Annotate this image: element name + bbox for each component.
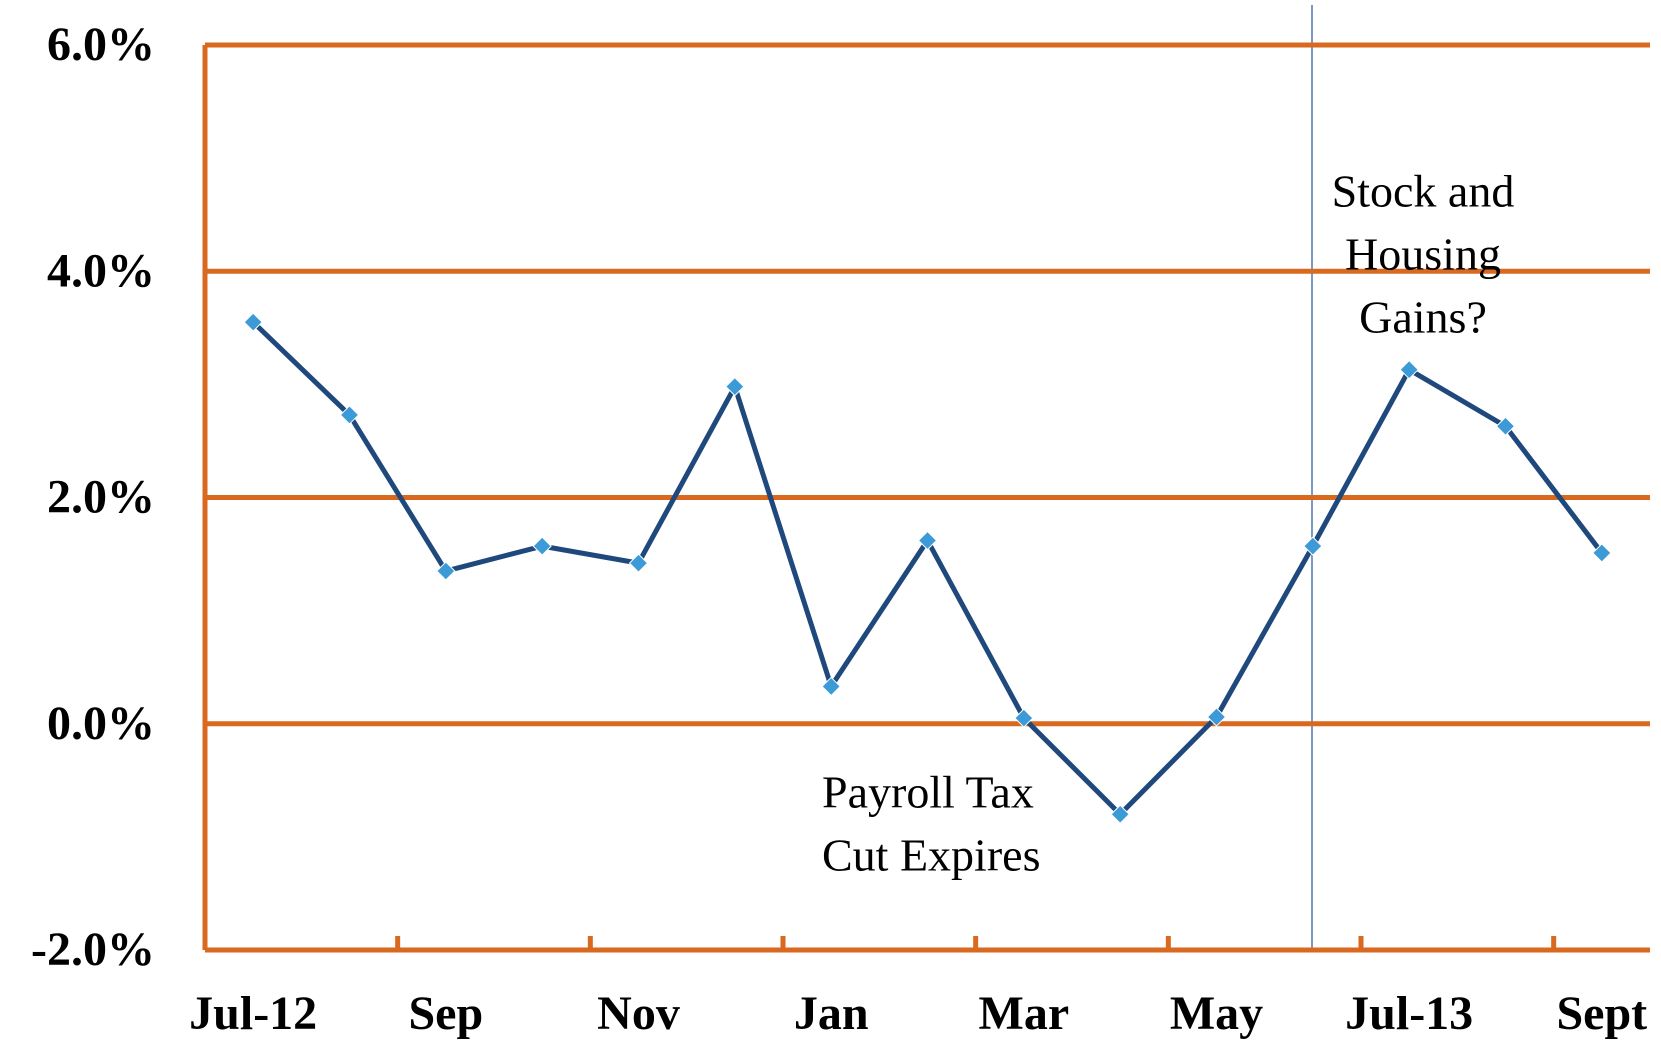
y-tick-label: 0.0% xyxy=(47,697,155,750)
annotation: Housing xyxy=(1345,229,1501,280)
marker xyxy=(532,536,552,556)
x-tick-label: Nov xyxy=(597,987,680,1040)
marker xyxy=(243,312,263,332)
annotation: Cut Expires xyxy=(822,830,1040,881)
x-tick-label: Jul-12 xyxy=(189,987,317,1040)
marker xyxy=(1110,804,1130,824)
marker xyxy=(821,676,841,697)
series-line xyxy=(251,320,1604,817)
y-tick-label: -2.0% xyxy=(31,923,155,976)
marker xyxy=(436,561,456,581)
marker xyxy=(725,376,745,397)
marker xyxy=(917,530,938,551)
x-tick-label: Jul-13 xyxy=(1345,987,1473,1040)
marker xyxy=(1206,707,1227,727)
marker xyxy=(1303,536,1323,556)
x-tick-label: May xyxy=(1170,987,1263,1040)
y-tick-label: 6.0% xyxy=(47,18,155,71)
marker xyxy=(1495,416,1516,436)
marker xyxy=(1399,359,1419,380)
annotation: Stock and xyxy=(1332,166,1515,217)
x-tick-label: Sep xyxy=(408,987,483,1040)
annotation: Payroll Tax xyxy=(822,767,1034,818)
marker xyxy=(1014,708,1034,728)
x-tick-label: Sept xyxy=(1556,987,1647,1040)
x-tick-label: Mar xyxy=(979,987,1070,1040)
y-tick-label: 4.0% xyxy=(47,244,155,297)
x-tick-label: Jan xyxy=(794,987,869,1040)
y-tick-label: 2.0% xyxy=(47,471,155,524)
marker xyxy=(628,553,649,573)
marker xyxy=(1592,543,1612,563)
marker xyxy=(339,405,360,425)
annotation: Gains? xyxy=(1359,292,1487,343)
